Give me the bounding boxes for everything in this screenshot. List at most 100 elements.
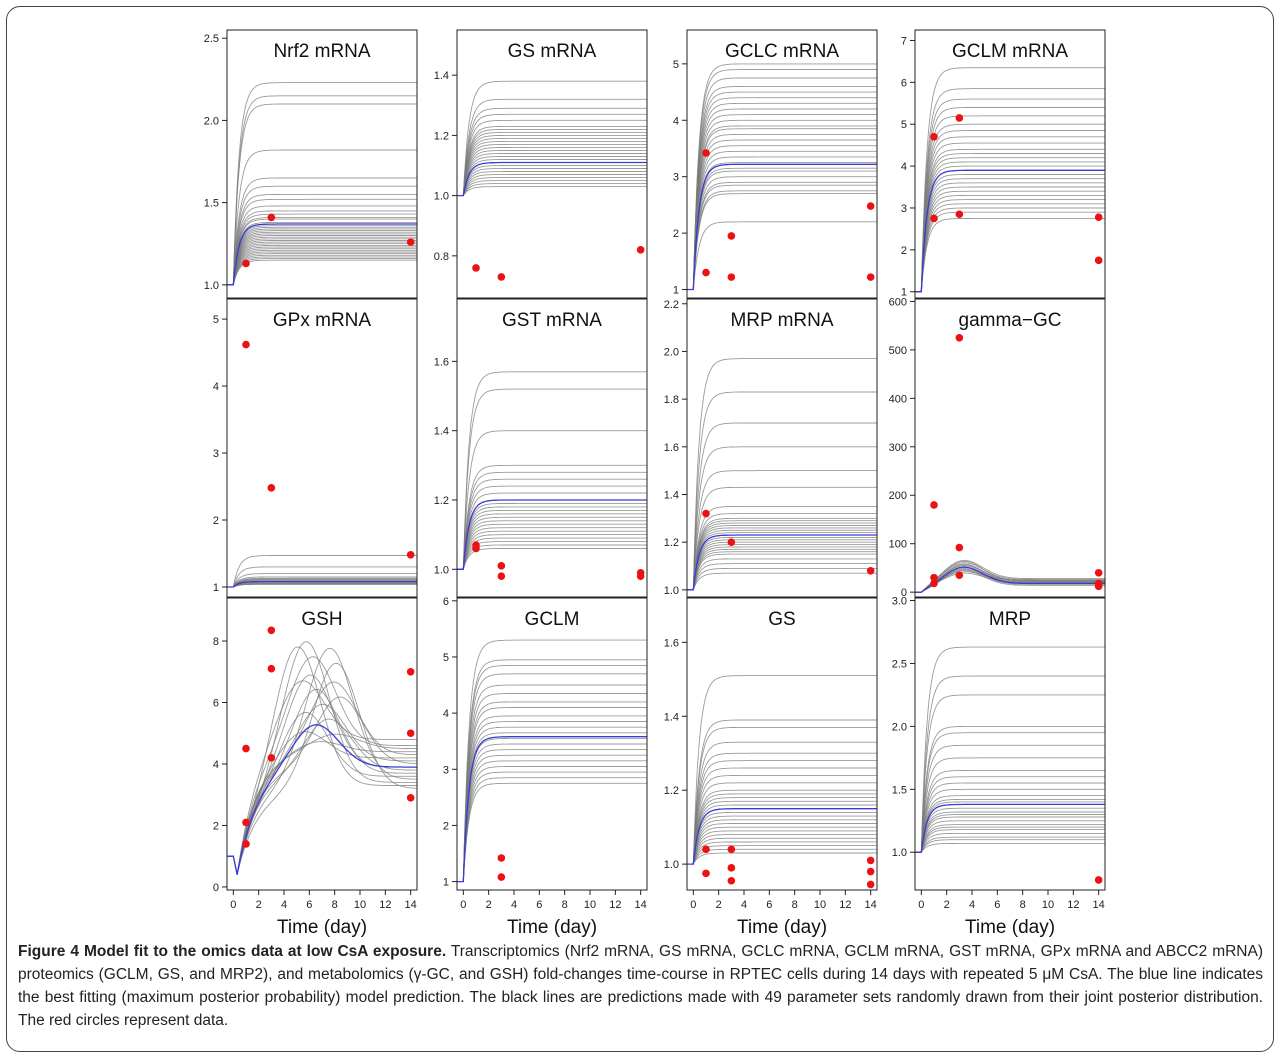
x-tick-label: 10 <box>814 899 826 911</box>
posterior-line <box>687 546 877 591</box>
posterior-line <box>687 800 877 865</box>
y-tick-label: 1.6 <box>664 637 679 649</box>
x-tick-label: 10 <box>354 899 366 911</box>
y-tick-label: 1 <box>673 285 679 297</box>
posterior-line <box>915 824 1105 853</box>
posterior-line <box>457 509 647 570</box>
posterior-line <box>457 143 647 197</box>
posterior-line <box>687 522 877 591</box>
posterior-line <box>687 551 877 591</box>
y-tick-label: 1.2 <box>664 785 679 797</box>
y-tick-label: 400 <box>889 393 907 405</box>
x-axis-label: Time (day) <box>737 917 827 938</box>
posterior-line <box>915 136 1105 293</box>
posterior-line <box>687 789 877 865</box>
posterior-line <box>687 539 877 591</box>
posterior-line <box>687 548 877 591</box>
posterior-line <box>687 726 877 865</box>
panel-border <box>914 29 1106 299</box>
best-fit-line <box>687 534 877 591</box>
data-point <box>955 114 964 122</box>
posterior-line <box>687 741 877 865</box>
posterior-line <box>227 225 417 286</box>
posterior-line <box>687 513 877 591</box>
y-tick-label: 3 <box>443 764 449 776</box>
y-tick-label: 5 <box>213 314 219 326</box>
posterior-line <box>687 184 877 290</box>
x-tick-label: 0 <box>918 899 924 911</box>
posterior-line <box>915 757 1105 853</box>
posterior-line <box>915 186 1105 293</box>
posterior-line <box>227 198 417 286</box>
x-tick-label: 6 <box>994 899 1000 911</box>
posterior-line <box>457 177 647 197</box>
y-tick-label: 4 <box>673 115 679 127</box>
panel-border <box>914 597 1106 891</box>
posterior-line <box>457 168 647 197</box>
posterior-line <box>915 832 1105 853</box>
posterior-line <box>687 167 877 290</box>
posterior-line <box>227 578 417 588</box>
panel-border <box>456 597 648 891</box>
x-tick-label: 4 <box>511 899 517 911</box>
posterior-line <box>915 744 1105 853</box>
posterior-line <box>687 221 877 290</box>
panel-gclm-mrna: GCLM mRNA 1 2 3 4 5 6 7 <box>901 29 1106 299</box>
data-point <box>727 232 736 240</box>
posterior-line <box>915 559 1105 593</box>
data-point <box>930 579 938 588</box>
posterior-line <box>457 782 647 883</box>
y-tick-label: 5 <box>673 59 679 71</box>
data-point <box>636 246 645 254</box>
data-point <box>930 573 938 582</box>
posterior-line <box>457 639 647 883</box>
posterior-line <box>915 130 1105 293</box>
y-tick-label: 8 <box>213 636 219 648</box>
posterior-line <box>915 115 1105 293</box>
posterior-line <box>915 811 1105 853</box>
x-tick-label: 6 <box>306 899 312 911</box>
y-tick-label: 5 <box>901 119 907 131</box>
posterior-line <box>227 259 417 286</box>
posterior-line <box>457 371 647 570</box>
posterior-line <box>457 471 647 570</box>
x-tick-label: 6 <box>766 899 772 911</box>
y-tick-label: 3 <box>901 203 907 215</box>
posterior-line <box>687 837 877 865</box>
posterior-line <box>687 563 877 591</box>
posterior-line <box>457 659 647 883</box>
y-tick-label: 2.0 <box>664 346 679 358</box>
data-point <box>930 132 938 141</box>
panel-gs: GS 1.0 1.2 1.4 1.6 0 2 4 6 8 10 12 14 Time (day) <box>664 597 878 938</box>
x-tick-label: 2 <box>256 899 262 911</box>
posterior-line <box>227 662 417 875</box>
posterior-line <box>915 646 1105 853</box>
x-tick-label: 14 <box>865 899 877 911</box>
x-tick-label: 14 <box>1093 899 1105 911</box>
y-tick-label: 1 <box>443 877 449 889</box>
posterior-line <box>915 675 1105 853</box>
posterior-line <box>227 703 417 875</box>
data-point <box>1094 213 1103 221</box>
x-tick-label: 8 <box>562 899 568 911</box>
posterior-line <box>915 814 1105 853</box>
data-point <box>955 210 964 219</box>
y-tick-label: 1.0 <box>434 191 449 203</box>
posterior-line <box>457 98 647 197</box>
x-tick-label: 14 <box>405 899 417 911</box>
posterior-line <box>457 134 647 197</box>
data-point <box>702 149 710 157</box>
posterior-line <box>457 430 647 570</box>
panel-border <box>914 298 1106 598</box>
best-fit-line <box>457 161 647 197</box>
posterior-line <box>227 82 417 286</box>
posterior-line <box>687 675 877 865</box>
posterior-line <box>687 91 877 290</box>
panel-title: gamma−GC <box>959 310 1062 331</box>
y-tick-label: 4 <box>443 708 449 720</box>
posterior-line <box>687 181 877 290</box>
posterior-line <box>457 537 647 570</box>
posterior-line <box>687 544 877 591</box>
posterior-line <box>687 97 877 290</box>
y-tick-label: 0 <box>213 882 219 894</box>
